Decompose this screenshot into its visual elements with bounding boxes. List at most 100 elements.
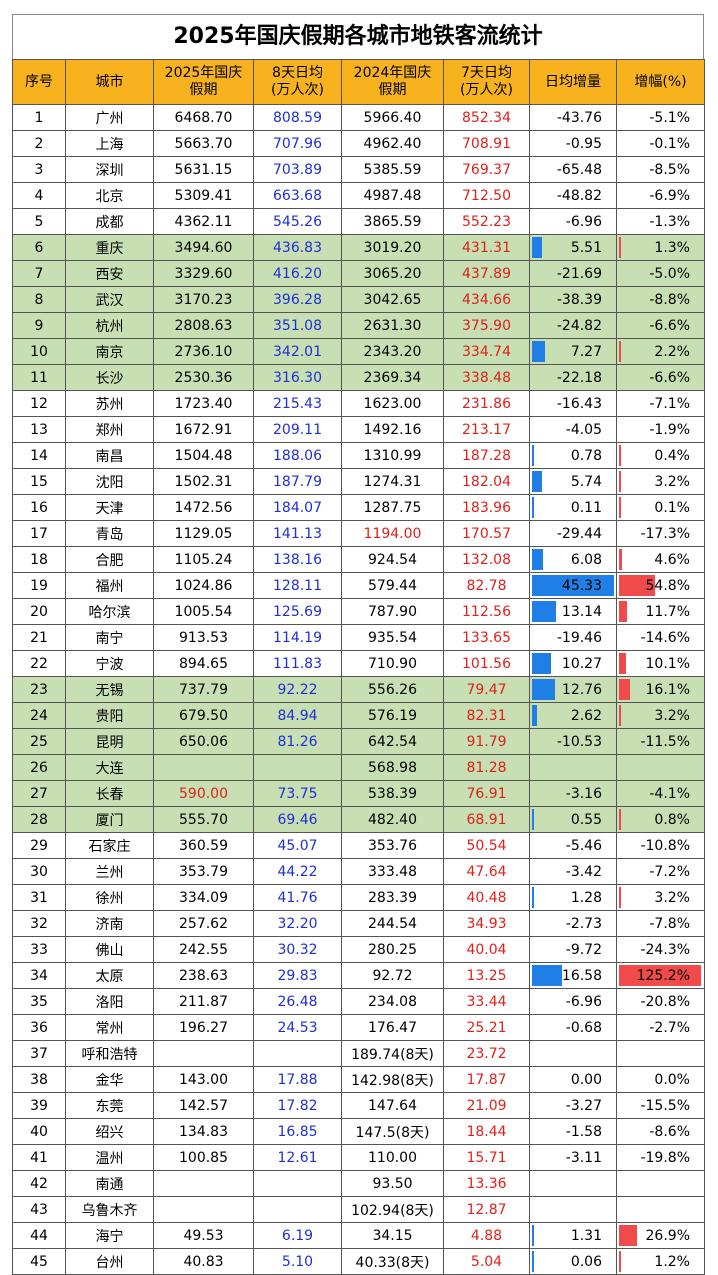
- cell-avg7[interactable]: 18.44: [443, 1118, 530, 1145]
- cell-avg8[interactable]: [253, 1196, 342, 1223]
- cell-total2024[interactable]: 556.26: [341, 676, 444, 703]
- cell-no[interactable]: 40: [12, 1118, 66, 1145]
- cell-delta[interactable]: -3.11: [529, 1144, 617, 1171]
- cell-no[interactable]: 14: [12, 442, 66, 469]
- cell-delta[interactable]: 0.78: [529, 442, 617, 469]
- cell-avg8[interactable]: 45.07: [253, 832, 342, 859]
- cell-avg7[interactable]: 13.25: [443, 962, 530, 989]
- cell-avg8[interactable]: 6.19: [253, 1222, 342, 1249]
- cell-city[interactable]: 绍兴: [65, 1118, 154, 1145]
- cell-delta[interactable]: -0.68: [529, 1014, 617, 1041]
- cell-delta[interactable]: -3.42: [529, 858, 617, 885]
- cell-total2025[interactable]: 4362.11: [153, 208, 254, 235]
- cell-total2025[interactable]: 913.53: [153, 624, 254, 651]
- cell-total2025[interactable]: [153, 1170, 254, 1197]
- cell-no[interactable]: 12: [12, 390, 66, 417]
- cell-city[interactable]: 宁波: [65, 650, 154, 677]
- cell-avg8[interactable]: 125.69: [253, 598, 342, 625]
- cell-avg7[interactable]: 82.31: [443, 702, 530, 729]
- cell-total2025[interactable]: 142.57: [153, 1092, 254, 1119]
- col-header-avg8[interactable]: 8天日均 (万人次): [253, 59, 342, 105]
- cell-avg8[interactable]: 396.28: [253, 286, 342, 313]
- cell-delta[interactable]: 1.28: [529, 884, 617, 911]
- cell-city[interactable]: 南通: [65, 1170, 154, 1197]
- cell-avg7[interactable]: 708.91: [443, 130, 530, 157]
- cell-delta[interactable]: -0.95: [529, 130, 617, 157]
- col-header-no[interactable]: 序号: [12, 59, 66, 105]
- cell-total2024[interactable]: 142.98(8天): [341, 1066, 444, 1093]
- cell-delta[interactable]: -6.96: [529, 988, 617, 1015]
- cell-total2025[interactable]: 6468.70: [153, 104, 254, 131]
- cell-total2024[interactable]: 280.25: [341, 936, 444, 963]
- cell-total2024[interactable]: 579.44: [341, 572, 444, 599]
- cell-avg7[interactable]: 132.08: [443, 546, 530, 573]
- cell-no[interactable]: 19: [12, 572, 66, 599]
- cell-no[interactable]: 24: [12, 702, 66, 729]
- cell-avg8[interactable]: 24.53: [253, 1014, 342, 1041]
- cell-delta[interactable]: -24.82: [529, 312, 617, 339]
- cell-no[interactable]: 6: [12, 234, 66, 261]
- cell-no[interactable]: 13: [12, 416, 66, 443]
- cell-delta[interactable]: 0.06: [529, 1248, 617, 1275]
- cell-total2024[interactable]: 40.33(8天): [341, 1248, 444, 1275]
- cell-avg7[interactable]: 187.28: [443, 442, 530, 469]
- cell-city[interactable]: 哈尔滨: [65, 598, 154, 625]
- cell-city[interactable]: 厦门: [65, 806, 154, 833]
- cell-no[interactable]: 7: [12, 260, 66, 287]
- cell-total2024[interactable]: 110.00: [341, 1144, 444, 1171]
- cell-growth[interactable]: -6.6%: [616, 312, 705, 339]
- cell-avg7[interactable]: 47.64: [443, 858, 530, 885]
- cell-avg7[interactable]: 769.37: [443, 156, 530, 183]
- cell-delta[interactable]: 13.14: [529, 598, 617, 625]
- cell-city[interactable]: 佛山: [65, 936, 154, 963]
- cell-avg8[interactable]: 12.61: [253, 1144, 342, 1171]
- cell-delta[interactable]: 7.27: [529, 338, 617, 365]
- cell-growth[interactable]: [616, 1040, 705, 1067]
- cell-avg7[interactable]: 91.79: [443, 728, 530, 755]
- cell-avg8[interactable]: 188.06: [253, 442, 342, 469]
- cell-city[interactable]: 武汉: [65, 286, 154, 313]
- cell-no[interactable]: 8: [12, 286, 66, 313]
- cell-avg8[interactable]: 545.26: [253, 208, 342, 235]
- cell-total2024[interactable]: 2343.20: [341, 338, 444, 365]
- cell-avg8[interactable]: 81.26: [253, 728, 342, 755]
- cell-total2024[interactable]: 244.54: [341, 910, 444, 937]
- cell-city[interactable]: 南昌: [65, 442, 154, 469]
- cell-avg7[interactable]: 40.48: [443, 884, 530, 911]
- cell-delta[interactable]: -3.27: [529, 1092, 617, 1119]
- cell-avg8[interactable]: 17.82: [253, 1092, 342, 1119]
- cell-total2024[interactable]: 935.54: [341, 624, 444, 651]
- cell-avg7[interactable]: 112.56: [443, 598, 530, 625]
- cell-total2025[interactable]: [153, 754, 254, 781]
- col-header-avg7[interactable]: 7天日均 (万人次): [443, 59, 530, 105]
- cell-growth[interactable]: 1.2%: [616, 1248, 705, 1275]
- cell-total2024[interactable]: 234.08: [341, 988, 444, 1015]
- cell-avg7[interactable]: 183.96: [443, 494, 530, 521]
- cell-growth[interactable]: -8.8%: [616, 286, 705, 313]
- cell-total2024[interactable]: 787.90: [341, 598, 444, 625]
- col-header-city[interactable]: 城市: [65, 59, 154, 105]
- cell-delta[interactable]: -38.39: [529, 286, 617, 313]
- cell-total2025[interactable]: 555.70: [153, 806, 254, 833]
- cell-avg7[interactable]: 33.44: [443, 988, 530, 1015]
- cell-avg7[interactable]: 101.56: [443, 650, 530, 677]
- cell-no[interactable]: 16: [12, 494, 66, 521]
- cell-growth[interactable]: -14.6%: [616, 624, 705, 651]
- cell-no[interactable]: 29: [12, 832, 66, 859]
- cell-city[interactable]: 济南: [65, 910, 154, 937]
- cell-delta[interactable]: [529, 754, 617, 781]
- cell-no[interactable]: 2: [12, 130, 66, 157]
- cell-growth[interactable]: [616, 1196, 705, 1223]
- cell-growth[interactable]: -10.8%: [616, 832, 705, 859]
- cell-city[interactable]: 温州: [65, 1144, 154, 1171]
- cell-total2025[interactable]: 360.59: [153, 832, 254, 859]
- cell-total2025[interactable]: 242.55: [153, 936, 254, 963]
- cell-total2024[interactable]: 4987.48: [341, 182, 444, 209]
- cell-growth[interactable]: [616, 754, 705, 781]
- cell-total2025[interactable]: 40.83: [153, 1248, 254, 1275]
- cell-no[interactable]: 23: [12, 676, 66, 703]
- cell-total2024[interactable]: 92.72: [341, 962, 444, 989]
- cell-city[interactable]: 长春: [65, 780, 154, 807]
- cell-total2024[interactable]: 1492.16: [341, 416, 444, 443]
- cell-delta[interactable]: 6.08: [529, 546, 617, 573]
